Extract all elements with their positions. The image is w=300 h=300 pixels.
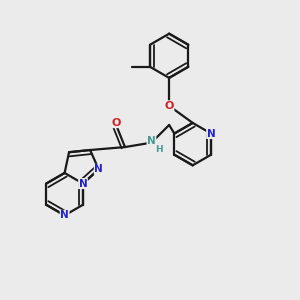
Text: N: N bbox=[60, 210, 69, 220]
Text: N: N bbox=[94, 164, 103, 174]
Text: H: H bbox=[155, 146, 163, 154]
Text: N: N bbox=[79, 178, 87, 189]
Text: N: N bbox=[147, 136, 156, 146]
Text: N: N bbox=[207, 128, 215, 139]
Text: O: O bbox=[112, 118, 121, 128]
Text: O: O bbox=[164, 101, 174, 111]
